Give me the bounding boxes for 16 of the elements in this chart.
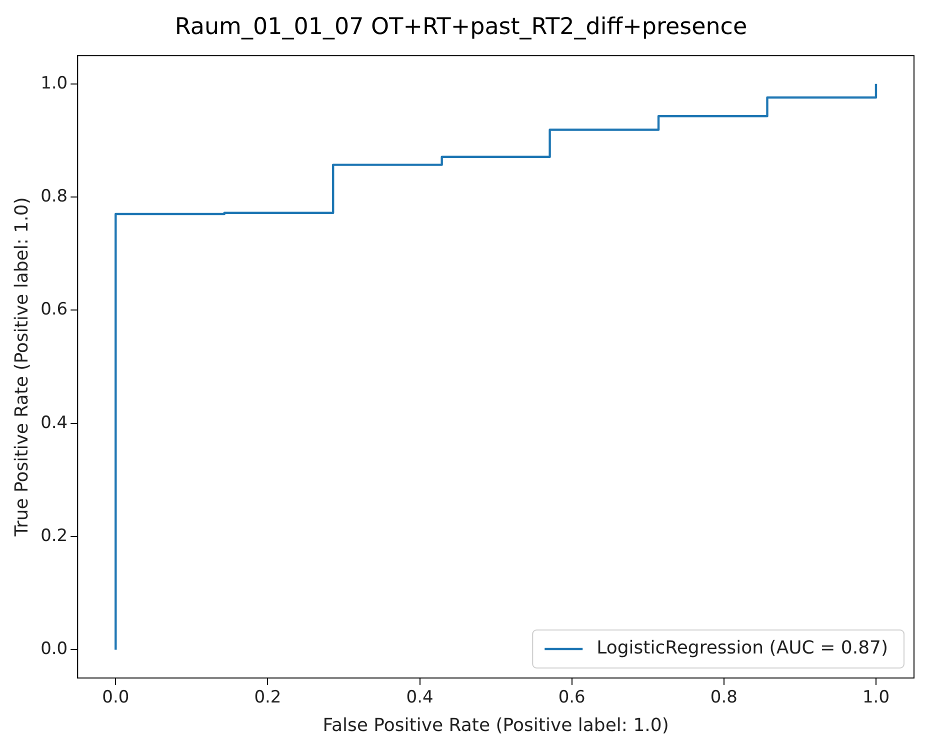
x-axis-title: False Positive Rate (Positive label: 1.0) (322, 714, 669, 736)
legend-label: LogisticRegression (AUC = 0.87) (596, 638, 888, 659)
y-tick-label: 0.8 (40, 186, 68, 206)
chart-title: Raum_01_01_07 OT+RT+past_RT2_diff+presence (174, 14, 748, 40)
y-tick-label: 0.0 (40, 639, 68, 660)
x-tick-label: 0.6 (558, 688, 586, 708)
y-axis-title: True Positive Rate (Positive label: 1.0) (11, 197, 32, 538)
y-tick-label: 1.0 (40, 73, 68, 94)
x-tick-label: 0.0 (102, 688, 130, 708)
y-tick-label: 0.4 (40, 412, 68, 433)
x-tick-label: 0.2 (254, 688, 282, 708)
y-tick-label: 0.6 (40, 300, 68, 320)
y-tick-label: 0.2 (40, 526, 68, 546)
x-tick-label: 0.8 (710, 688, 738, 708)
x-tick-label: 1.0 (862, 688, 890, 708)
x-tick-label: 0.4 (406, 688, 434, 708)
